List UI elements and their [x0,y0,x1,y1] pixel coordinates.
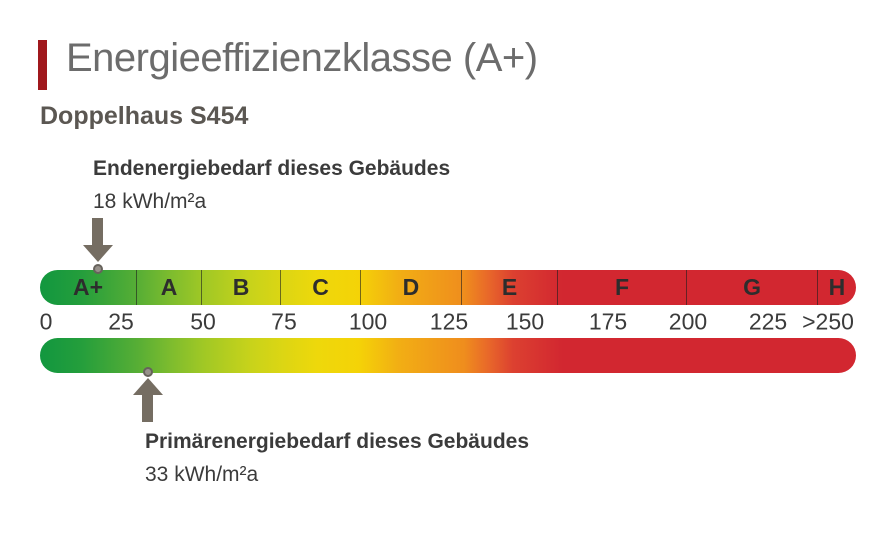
arrow-stem [142,395,154,422]
building-name: Doppelhaus S454 [40,102,249,130]
class-segment-f: F [558,270,688,305]
class-letter-aplus: A+ [72,274,104,300]
end-energy-annotation: Endenergiebedarf dieses Gebäudes 18 kWh/… [93,156,450,214]
scale-axis: 0 25 50 75 100 125 150 175 200 225 >250 [40,305,856,338]
axis-tick-150: 150 [505,308,545,334]
arrow-head [82,245,113,262]
class-letter-e: E [501,274,518,300]
arrow-stem [92,218,104,245]
end-energy-label: Endenergiebedarf dieses Gebäudes [93,157,451,180]
axis-tick-gt250: >250 [802,308,854,334]
class-letter-b: B [232,274,250,300]
class-letter-a: A [160,274,178,300]
class-letter-f: F [615,274,630,300]
page-title: Energieeffizienzklasse (A+) [66,36,538,80]
primary-energy-arrow-up-icon [132,378,163,422]
title-accent-bar [38,40,47,90]
axis-tick-25: 25 [108,308,134,334]
axis-tick-100: 100 [348,308,388,334]
axis-tick-50: 50 [190,308,216,334]
primary-energy-annotation: Primärenergiebedarf dieses Gebäudes 33 k… [145,429,529,487]
axis-tick-225: 225 [748,308,788,334]
class-segment-d: D [361,270,462,305]
class-segment-h: H [818,270,856,305]
class-segment-e: E [462,270,559,305]
class-segment-b: B [202,270,282,305]
class-letter-h: H [828,274,846,300]
primary-energy-marker-dot [142,367,153,377]
class-letter-d: D [402,274,420,300]
primary-energy-label: Primärenergiebedarf dieses Gebäudes [145,430,529,453]
axis-tick-125: 125 [429,308,469,334]
gradient-bar [40,338,856,373]
end-energy-arrow-down-icon [82,218,113,262]
axis-tick-75: 75 [271,308,297,334]
axis-tick-175: 175 [588,308,628,334]
class-letter-c: C [312,274,329,300]
primary-energy-value: 33 kWh/m²a [145,463,259,487]
energy-scale: A+ A B C D E F G H 0 25 50 75 100 125 150 175 200 225 >250 [40,218,856,422]
class-letter-g: G [743,274,761,300]
class-segment-c: C [281,270,361,305]
axis-tick-0: 0 [39,308,53,334]
class-segment-aplus: A+ [40,270,138,305]
class-segment-a: A [137,270,203,305]
end-energy-marker-dot [92,264,103,274]
class-segment-g: G [687,270,818,305]
axis-tick-200: 200 [668,308,708,334]
efficiency-class-bar: A+ A B C D E F G H [40,270,856,305]
end-energy-value: 18 kWh/m²a [93,190,207,214]
arrow-head [132,378,163,395]
